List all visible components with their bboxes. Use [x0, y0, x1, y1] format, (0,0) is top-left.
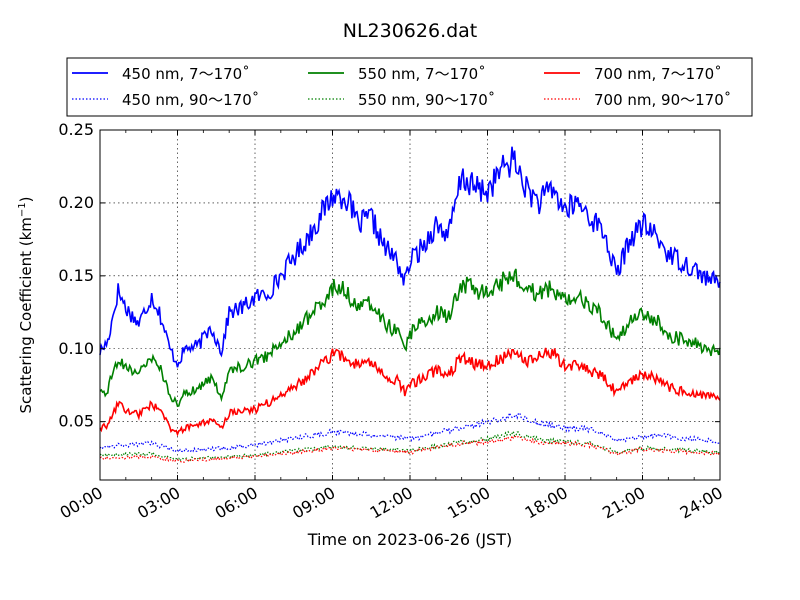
y-tick-label: 0.15	[58, 266, 94, 285]
y-tick-label: 0.10	[58, 339, 94, 358]
legend: 450 nm, 7～170˚ 450 nm, 90～170˚ 550 nm, 7～1…	[66, 57, 753, 117]
legend-entries: 450 nm, 7～170˚ 450 nm, 90～170˚ 550 nm, 7～1…	[72, 65, 731, 109]
y-axis-label-superscript: −1	[17, 202, 28, 217]
series-line-1	[99, 411, 721, 454]
y-axis-label-main: Scattering Coefficient (km	[17, 217, 35, 413]
legend-label-1: 450 nm, 90～170˚	[122, 91, 259, 109]
y-tick-label: 0.05	[58, 412, 94, 431]
legend-label-2: 550 nm, 7～170˚	[358, 65, 486, 83]
series-line-5	[99, 434, 721, 464]
series-line-3	[99, 429, 721, 463]
y-axis-label-close: )	[17, 196, 35, 202]
series-lines	[99, 146, 721, 464]
legend-label-4: 700 nm, 7～170˚	[594, 65, 722, 83]
chart-title: NL230626.dat	[343, 20, 478, 42]
legend-label-0: 450 nm, 7～170˚	[122, 65, 250, 83]
legend-label-3: 550 nm, 90～170˚	[358, 91, 495, 109]
series-line-2	[99, 268, 721, 408]
y-tick-label: 0.25	[58, 120, 94, 139]
legend-label-5: 700 nm, 90～170˚	[594, 91, 731, 109]
legend-box	[66, 57, 753, 117]
series-line-4	[99, 347, 721, 437]
series-line-0	[99, 146, 721, 368]
y-axis-label: Scattering Coefficient (km−1)	[17, 196, 35, 413]
y-tick-label: 0.20	[58, 193, 94, 212]
x-axis-label: Time on 2023-06-26 (JST)	[307, 530, 512, 549]
